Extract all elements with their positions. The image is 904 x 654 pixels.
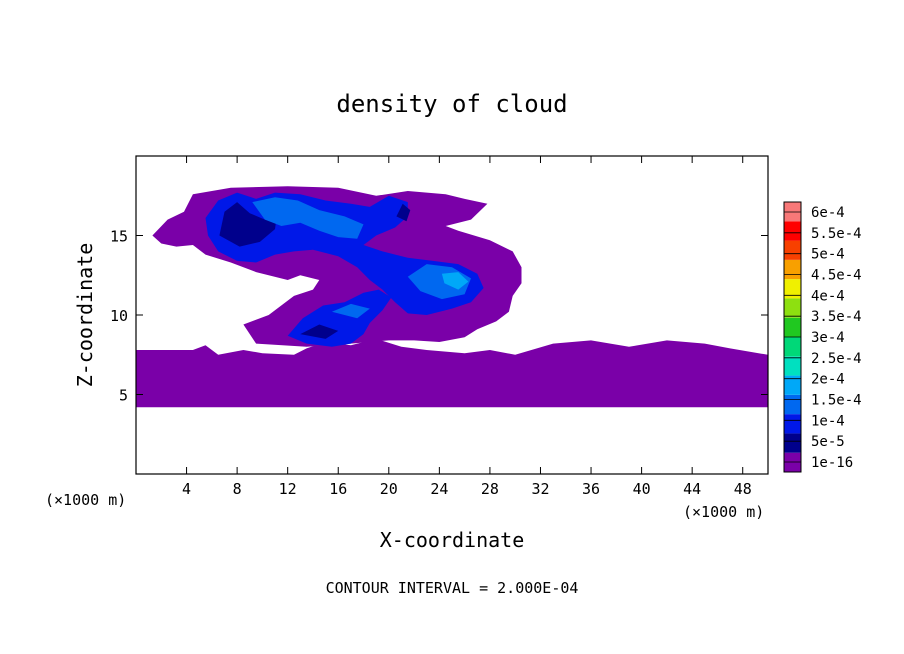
- colorbar-swatch: [784, 317, 801, 337]
- colorbar-label: 2e-4: [811, 372, 845, 388]
- x-tick-label: 4: [182, 480, 191, 498]
- x-tick-label: 20: [380, 480, 398, 498]
- contour-interval-note: CONTOUR INTERVAL = 2.000E-04: [326, 579, 579, 597]
- colorbar-label: 3.5e-4: [811, 309, 862, 325]
- x-axis-label: X-coordinate: [380, 528, 525, 552]
- colorbar-label: 5e-5: [811, 434, 845, 450]
- x-tick-label: 8: [233, 480, 242, 498]
- colorbar-swatch: [784, 240, 801, 260]
- x-tick-label: 28: [481, 480, 499, 498]
- colorbar-label: 1.5e-4: [811, 393, 862, 409]
- x-unit-label-left: (×1000 m): [45, 491, 126, 509]
- contour-region-4: [219, 202, 278, 247]
- x-tick-label: 24: [430, 480, 448, 498]
- colorbar-swatch: [784, 375, 801, 395]
- colorbar-swatch: [784, 394, 801, 415]
- x-tick-label: 48: [734, 480, 752, 498]
- chart-title: density of cloud: [336, 90, 567, 118]
- contour-region-9: [331, 303, 370, 319]
- x-tick-label: 16: [329, 480, 347, 498]
- colorbar-swatch: [784, 259, 801, 280]
- colorbar-label: 3e-4: [811, 330, 845, 346]
- colorbar-label: 5.5e-4: [811, 226, 862, 242]
- contour-region-5: [396, 203, 411, 222]
- colorbar-label: 1e-16: [811, 455, 853, 471]
- colorbar-label: 2.5e-4: [811, 351, 862, 367]
- x-tick-label: 40: [633, 480, 651, 498]
- colorbar: 1e-16 5e-5 1e-4 1.5e-4 2e-4 2.5e-4 3e-4 3.5e-4 4…: [783, 201, 862, 473]
- x-tick-label: 44: [683, 480, 701, 498]
- colorbar-label: 6e-4: [811, 205, 845, 221]
- contour-region-10: [441, 272, 469, 290]
- x-tick-label: 12: [279, 480, 297, 498]
- x-tick-label: 36: [582, 480, 600, 498]
- y-axis-label: Z-coordinate: [73, 243, 97, 388]
- colorbar-swatch: [784, 414, 801, 434]
- colorbar-swatch: [784, 298, 801, 318]
- colorbar-swatch: [784, 221, 801, 241]
- y-tick-label: 15: [110, 228, 128, 246]
- y-tick-label: 10: [110, 307, 128, 325]
- contour-region-7: [252, 197, 364, 239]
- plot-area: [136, 156, 768, 474]
- colorbar-swatch: [784, 433, 801, 453]
- colorbar-label: 1e-4: [811, 413, 845, 429]
- colorbar-swatch: [784, 337, 801, 357]
- colorbar-swatch: [784, 356, 801, 376]
- x-unit-label-right: (×1000 m): [683, 503, 764, 521]
- contour-region-6: [300, 324, 339, 339]
- colorbar-label: 4.5e-4: [811, 268, 862, 284]
- colorbar-label: 4e-4: [811, 288, 845, 304]
- colorbar-label: 5e-4: [811, 247, 845, 263]
- y-tick-label: 5: [119, 387, 128, 405]
- x-tick-label: 32: [531, 480, 549, 498]
- colorbar-swatch: [784, 279, 801, 299]
- contour-region-0: [136, 338, 768, 408]
